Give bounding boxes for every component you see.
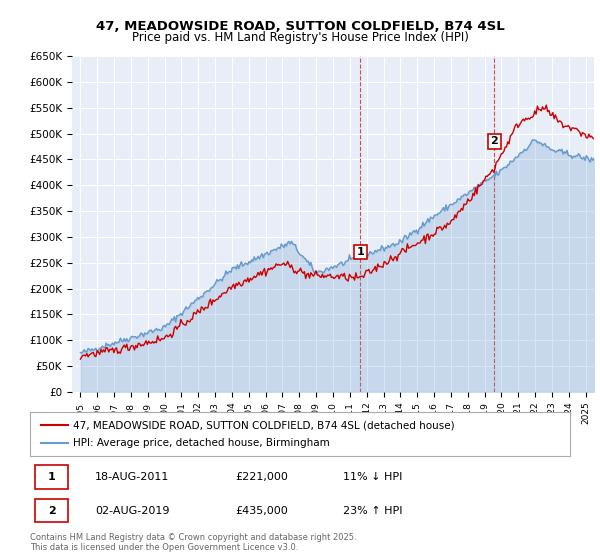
Text: Contains HM Land Registry data © Crown copyright and database right 2025.: Contains HM Land Registry data © Crown c…: [30, 533, 356, 542]
Text: 1: 1: [48, 472, 55, 482]
Text: £221,000: £221,000: [235, 472, 288, 482]
Text: 1: 1: [356, 247, 364, 257]
Text: This data is licensed under the Open Government Licence v3.0.: This data is licensed under the Open Gov…: [30, 543, 298, 552]
Text: 02-AUG-2019: 02-AUG-2019: [95, 506, 169, 516]
Text: Price paid vs. HM Land Registry's House Price Index (HPI): Price paid vs. HM Land Registry's House …: [131, 31, 469, 44]
Text: 2: 2: [48, 506, 55, 516]
Text: 47, MEADOWSIDE ROAD, SUTTON COLDFIELD, B74 4SL (detached house): 47, MEADOWSIDE ROAD, SUTTON COLDFIELD, B…: [73, 420, 455, 430]
Text: 18-AUG-2011: 18-AUG-2011: [95, 472, 169, 482]
Text: £435,000: £435,000: [235, 506, 288, 516]
Text: 47, MEADOWSIDE ROAD, SUTTON COLDFIELD, B74 4SL: 47, MEADOWSIDE ROAD, SUTTON COLDFIELD, B…: [95, 20, 505, 32]
Text: HPI: Average price, detached house, Birmingham: HPI: Average price, detached house, Birm…: [73, 438, 330, 448]
Text: 11% ↓ HPI: 11% ↓ HPI: [343, 472, 403, 482]
Text: 23% ↑ HPI: 23% ↑ HPI: [343, 506, 403, 516]
FancyBboxPatch shape: [35, 465, 68, 489]
FancyBboxPatch shape: [35, 499, 68, 522]
Text: 2: 2: [491, 137, 499, 147]
